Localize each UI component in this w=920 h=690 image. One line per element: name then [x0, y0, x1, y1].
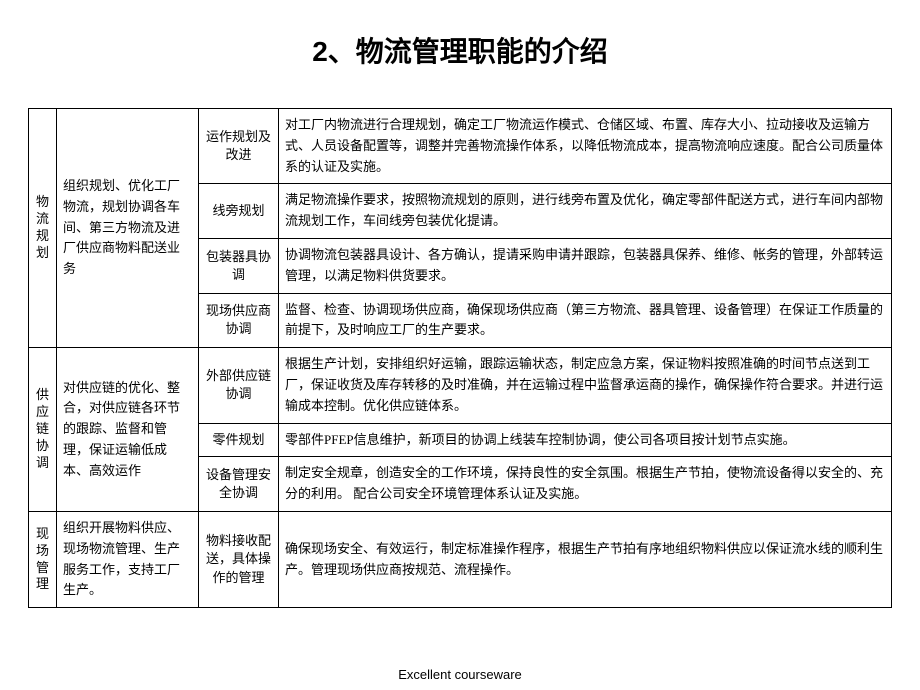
function-detail: 监督、检查、协调现场供应商，确保现场供应商（第三方物流、器具管理、设备管理）在保…: [279, 293, 892, 348]
group-desc: 组织开展物料供应、现场物流管理、生产服务工作，支持工厂生产。: [57, 511, 199, 607]
function-name: 零件规划: [199, 423, 279, 457]
group-name: 现场管理: [29, 511, 57, 607]
function-detail: 满足物流操作要求，按照物流规划的原则，进行线旁布置及优化，确定零部件配送方式，进…: [279, 184, 892, 239]
function-name: 运作规划及改进: [199, 109, 279, 184]
function-name: 现场供应商协调: [199, 293, 279, 348]
functions-table: 物流规划组织规划、优化工厂物流，规划协调各车间、第三方物流及进厂供应商物料配送业…: [28, 108, 892, 608]
function-name: 物料接收配送，具体操作的管理: [199, 511, 279, 607]
page-title: 2、物流管理职能的介绍: [28, 30, 892, 70]
group-desc: 对供应链的优化、整合，对供应链各环节的跟踪、监督和管理，保证运输低成本、高效运作: [57, 348, 199, 512]
function-detail: 零部件PFEP信息维护，新项目的协调上线装车控制协调，使公司各项目按计划节点实施…: [279, 423, 892, 457]
function-name: 包装器具协调: [199, 238, 279, 293]
footer-text: Excellent courseware: [0, 667, 920, 682]
group-name: 供应链协调: [29, 348, 57, 512]
function-name: 线旁规划: [199, 184, 279, 239]
function-detail: 制定安全规章，创造安全的工作环境，保持良性的安全氛围。根据生产节拍，使物流设备得…: [279, 457, 892, 512]
table-row: 供应链协调对供应链的优化、整合，对供应链各环节的跟踪、监督和管理，保证运输低成本…: [29, 348, 892, 423]
table-row: 现场管理组织开展物料供应、现场物流管理、生产服务工作，支持工厂生产。物料接收配送…: [29, 511, 892, 607]
function-detail: 对工厂内物流进行合理规划，确定工厂物流运作模式、仓储区域、布置、库存大小、拉动接…: [279, 109, 892, 184]
table-row: 物流规划组织规划、优化工厂物流，规划协调各车间、第三方物流及进厂供应商物料配送业…: [29, 109, 892, 184]
function-name: 设备管理安全协调: [199, 457, 279, 512]
function-detail: 协调物流包装器具设计、各方确认，提请采购申请并跟踪，包装器具保养、维修、帐务的管…: [279, 238, 892, 293]
function-detail: 确保现场安全、有效运行，制定标准操作程序，根据生产节拍有序地组织物料供应以保证流…: [279, 511, 892, 607]
group-desc: 组织规划、优化工厂物流，规划协调各车间、第三方物流及进厂供应商物料配送业务: [57, 109, 199, 348]
function-name: 外部供应链协调: [199, 348, 279, 423]
group-name: 物流规划: [29, 109, 57, 348]
function-detail: 根据生产计划，安排组织好运输，跟踪运输状态，制定应急方案，保证物料按照准确的时间…: [279, 348, 892, 423]
